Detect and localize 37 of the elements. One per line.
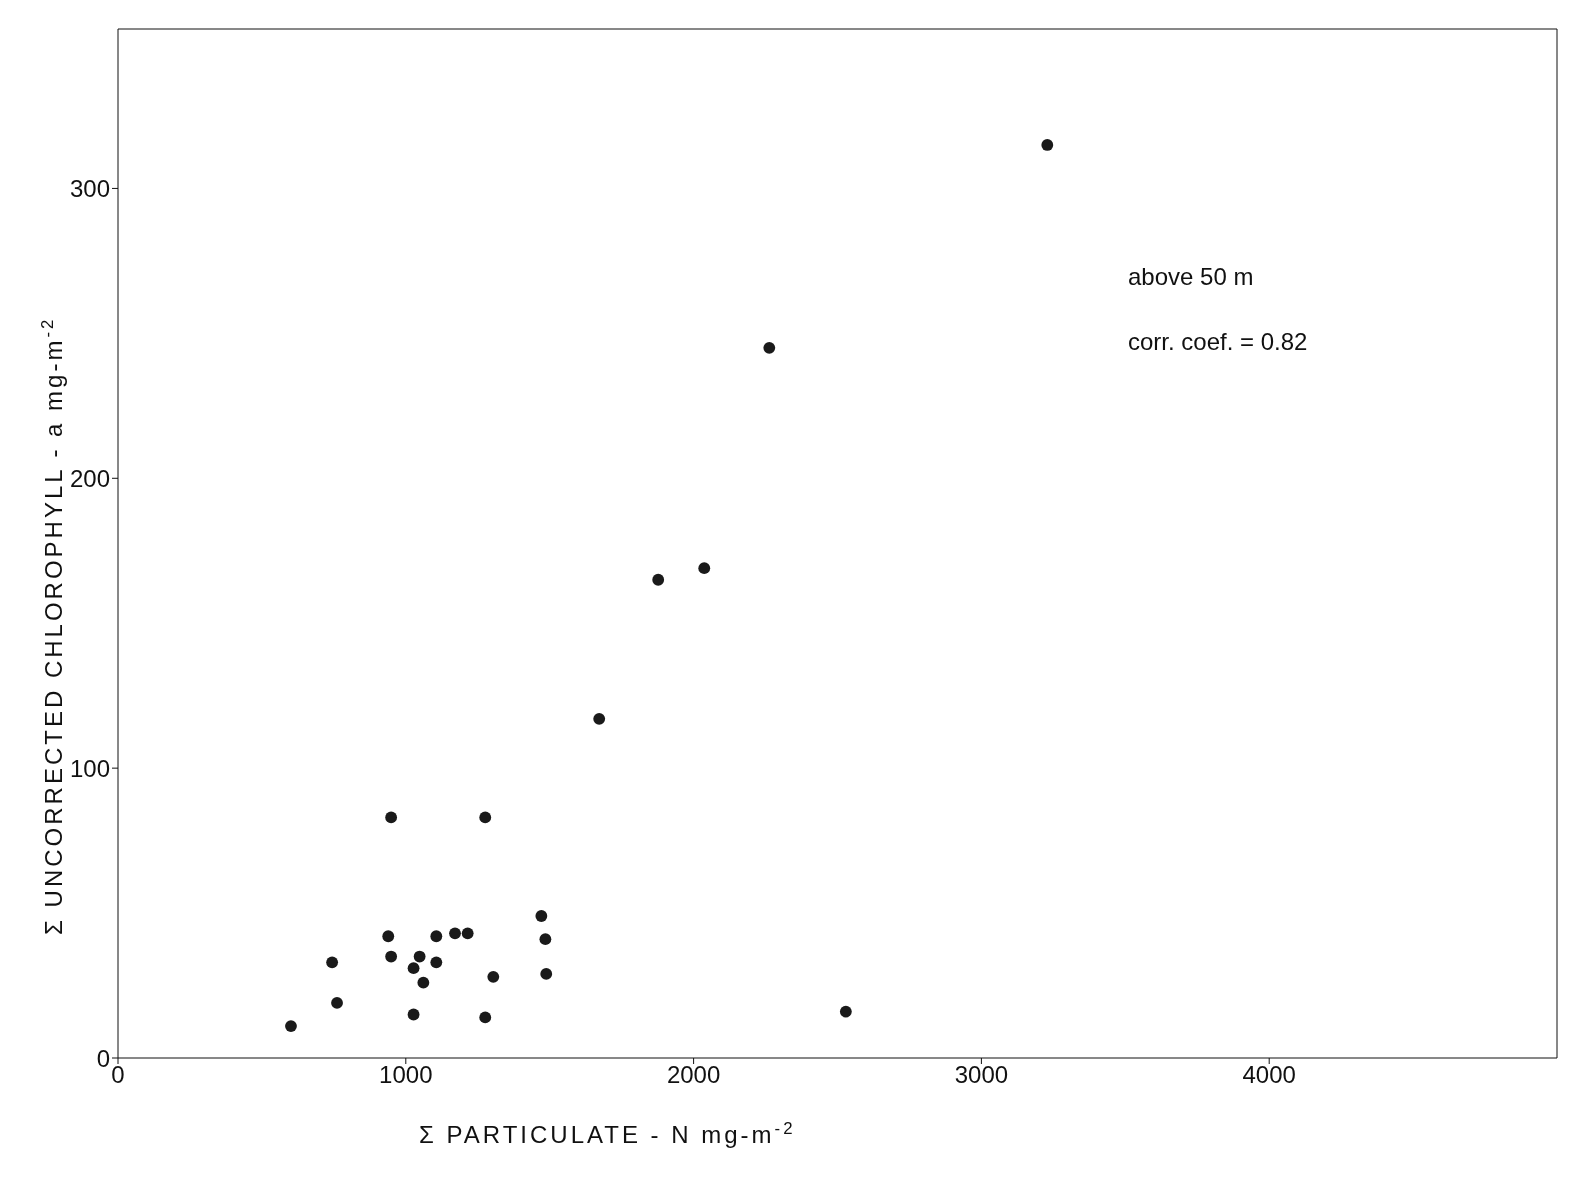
point [698,562,711,575]
annotation: above 50 m [1128,263,1254,291]
point [487,970,500,983]
point [417,976,430,989]
y-tick-label: 0 [96,1044,110,1072]
point [839,1005,852,1018]
point [382,930,395,943]
point [449,927,461,940]
point [385,950,398,963]
point [430,930,443,943]
x-tick-label: 4000 [1242,1061,1296,1089]
point [593,712,606,725]
point [540,968,553,980]
point [407,962,420,975]
point [539,933,552,946]
x-axis-title: Σ PARTICULATE - N mg-m$^{-2}$ [419,1118,796,1148]
point [479,1011,492,1024]
y-tick-label: 300 [69,174,110,202]
annotation: corr. coef. = 0.82 [1128,328,1308,356]
point [285,1020,297,1033]
x-tick-label: 2000 [666,1061,721,1089]
point [331,997,343,1009]
point [413,950,426,963]
point [535,910,548,922]
point [407,1008,420,1021]
point [385,811,398,824]
x-tick-label: 3000 [954,1061,1009,1089]
point [479,811,492,824]
y-tick-label: 100 [69,754,110,782]
point [326,956,339,969]
point [1041,139,1054,151]
point [430,956,443,969]
y-tick-label: 200 [69,464,110,492]
point [652,573,665,586]
point [763,341,776,354]
x-tick-label: 1000 [379,1061,433,1089]
point [461,927,474,940]
